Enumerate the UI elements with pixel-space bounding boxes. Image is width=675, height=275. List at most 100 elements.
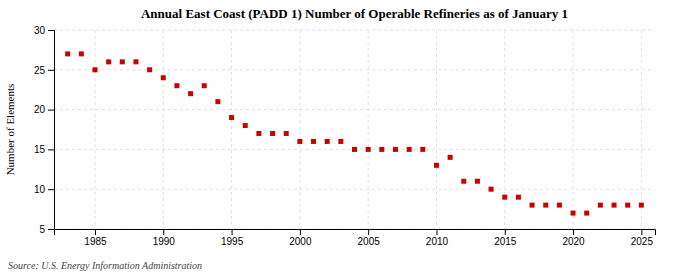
x-axis-line xyxy=(55,230,656,236)
y-axis-tick-label: 5 xyxy=(39,224,45,235)
point xyxy=(215,99,220,104)
grid-line-x xyxy=(641,30,642,229)
point xyxy=(543,203,548,208)
point xyxy=(270,131,275,136)
point xyxy=(489,187,494,192)
point xyxy=(571,211,576,216)
point xyxy=(325,139,330,144)
grid-line-y xyxy=(54,109,655,110)
point xyxy=(584,211,589,216)
grid-line-x xyxy=(94,30,95,229)
point xyxy=(475,179,480,184)
y-axis-tick: 30 xyxy=(34,25,54,36)
point xyxy=(120,59,125,64)
point xyxy=(598,203,603,208)
x-axis-tick-label: 2000 xyxy=(289,236,312,247)
source: Source: U.S. Energy Information Administ… xyxy=(8,260,202,271)
point xyxy=(639,203,644,208)
grid-line-y xyxy=(54,30,655,31)
point xyxy=(352,147,357,152)
x-axis-tick: 2025 xyxy=(631,229,654,247)
y-axis-tick-mark xyxy=(48,30,54,31)
x-axis-tick-mark xyxy=(300,229,301,235)
x-axis-tick-label: 2005 xyxy=(358,236,381,247)
point xyxy=(420,147,425,152)
grid-line-x xyxy=(299,30,300,229)
x-axis-tick-mark xyxy=(641,229,642,235)
point xyxy=(202,83,207,88)
point xyxy=(434,163,439,168)
point xyxy=(229,115,234,120)
x-axis-tick: 2005 xyxy=(358,229,381,247)
x-axis-tick-label: 1985 xyxy=(84,236,107,247)
point xyxy=(407,147,412,152)
x-axis-tick-mark xyxy=(436,229,437,235)
y-axis-tick: 25 xyxy=(34,65,54,76)
x-axis-tick: 2000 xyxy=(289,229,312,247)
point xyxy=(243,123,248,128)
y-axis-tick-mark xyxy=(48,70,54,71)
chart: 1985199019952000200520102015202020255101… xyxy=(0,0,675,275)
point xyxy=(311,139,316,144)
grid-line-x xyxy=(163,30,164,229)
point xyxy=(625,203,630,208)
grid-line-y xyxy=(54,189,655,190)
point xyxy=(612,203,617,208)
y-axis-tick-label: 10 xyxy=(34,184,46,195)
x-axis-tick-mark xyxy=(368,229,369,235)
point xyxy=(516,195,521,200)
x-axis-tick-mark xyxy=(163,229,164,235)
x-axis-tick-label: 2015 xyxy=(494,236,517,247)
point xyxy=(366,147,371,152)
y-axis-tick-label: 25 xyxy=(34,65,46,76)
point xyxy=(161,75,166,80)
point xyxy=(106,59,111,64)
y-axis-tick-mark xyxy=(48,149,54,150)
y-axis-tick-label: 30 xyxy=(34,25,46,36)
x-axis-tick-label: 1995 xyxy=(221,236,244,247)
y-axis: 5 10 15 20 25 30 xyxy=(34,25,55,235)
y-axis-tick-mark xyxy=(48,110,54,111)
grid-line-x xyxy=(573,30,574,229)
point xyxy=(502,195,507,200)
title: Annual East Coast (PADD 1) Number of Ope… xyxy=(141,6,568,21)
y-axis-tick-label: 15 xyxy=(34,144,46,155)
point xyxy=(393,147,398,152)
x-axis-tick-label: 1990 xyxy=(153,236,176,247)
y-axis-title: Number of Elements xyxy=(4,84,16,176)
plot: 1985199019952000200520102015202020255101… xyxy=(34,25,656,247)
x-axis-tick-label: 2010 xyxy=(426,236,449,247)
point xyxy=(65,51,70,56)
y-axis-tick: 15 xyxy=(34,144,54,155)
grid xyxy=(54,30,655,229)
point xyxy=(188,91,193,96)
x-axis-tick: 1990 xyxy=(153,229,176,247)
y-axis-tick: 20 xyxy=(34,104,54,115)
x-axis-tick-label: 2025 xyxy=(631,236,654,247)
point xyxy=(174,83,179,88)
x-axis-tick-mark xyxy=(232,229,233,235)
x-axis-tick: 2010 xyxy=(426,229,449,247)
grid-line-y xyxy=(54,69,655,70)
point xyxy=(256,131,261,136)
point xyxy=(461,179,466,184)
x-axis-tick-mark xyxy=(573,229,574,235)
x-axis-tick-mark xyxy=(505,229,506,235)
point xyxy=(338,139,343,144)
y-axis-tick: 5 xyxy=(39,224,54,235)
grid-line-x xyxy=(231,30,232,229)
x-axis: 1985 1990 1995 2000 2005 2010 2015 2020 2025 xyxy=(55,229,656,247)
grid-line-x xyxy=(368,30,369,229)
point xyxy=(530,203,535,208)
point xyxy=(448,155,453,160)
x-axis-tick: 2020 xyxy=(562,229,585,247)
point xyxy=(147,67,152,72)
x-axis-tick-mark xyxy=(95,229,96,235)
y-axis-tick: 10 xyxy=(34,184,54,195)
point xyxy=(284,131,289,136)
x-axis-tick-label: 2020 xyxy=(562,236,585,247)
point xyxy=(79,51,84,56)
x-axis-tick: 1985 xyxy=(84,229,107,247)
point xyxy=(297,139,302,144)
grid-line-x xyxy=(436,30,437,229)
